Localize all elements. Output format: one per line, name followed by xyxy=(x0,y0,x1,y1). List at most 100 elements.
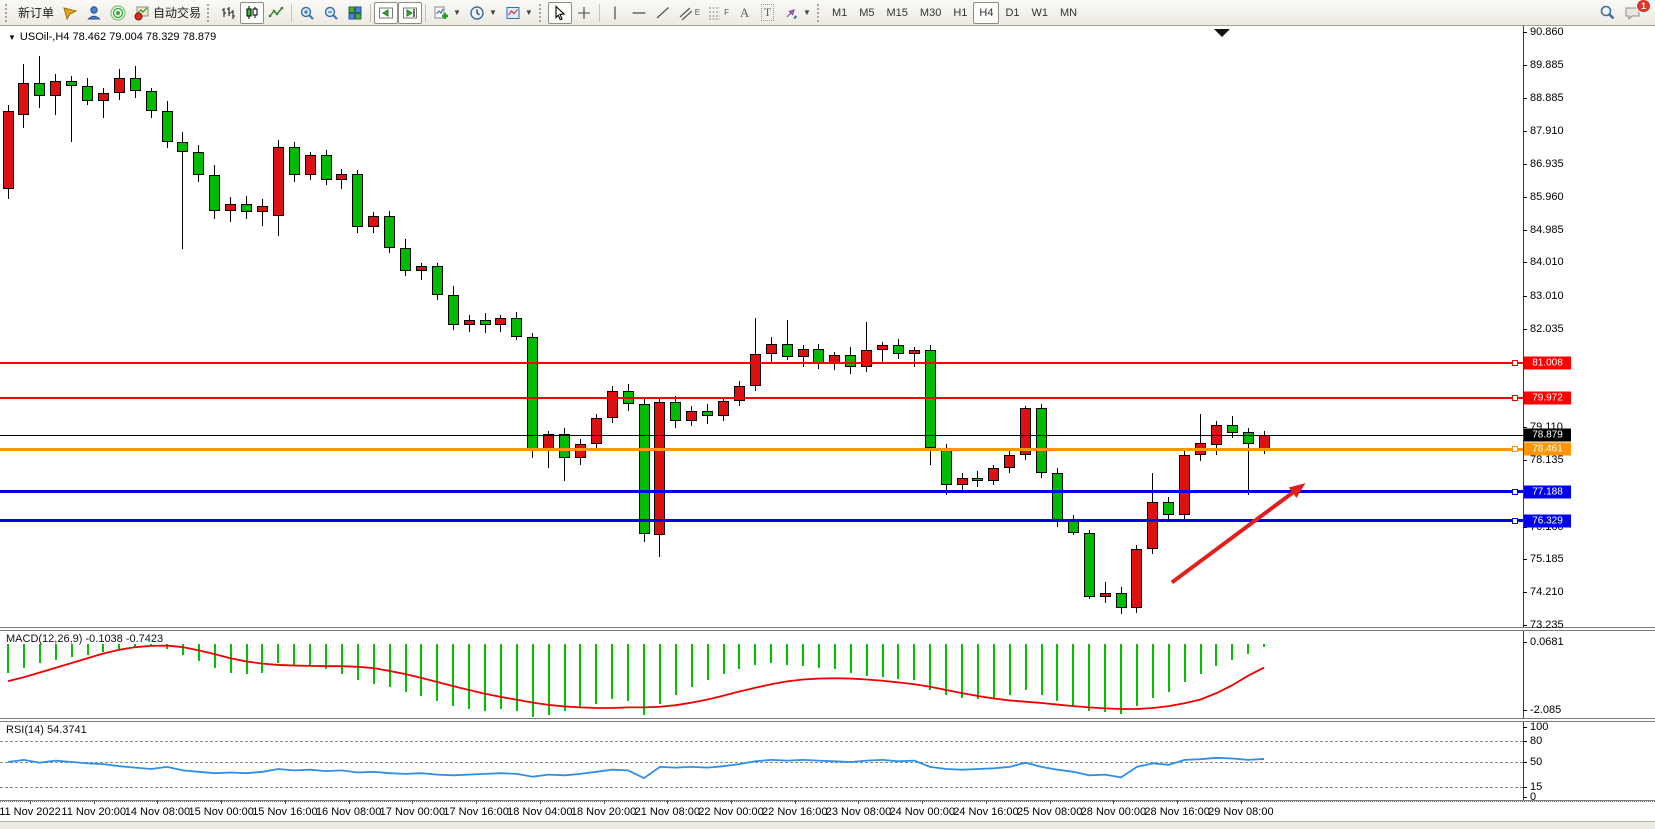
toolbar-grip xyxy=(5,3,10,22)
symbol-dropdown-icon[interactable]: ▼ xyxy=(8,33,16,42)
candle xyxy=(50,81,62,97)
text-label-button[interactable]: T xyxy=(756,2,779,24)
hline-endpoint-marker[interactable] xyxy=(1512,517,1518,524)
rsi-level-line xyxy=(0,786,1523,788)
candle xyxy=(415,266,427,272)
bar-chart-button[interactable] xyxy=(216,2,240,24)
macd-histogram-bar xyxy=(309,644,312,667)
time-axis-grip[interactable] xyxy=(0,801,1655,802)
candle xyxy=(18,82,30,115)
timeframe-button-m30[interactable]: M30 xyxy=(914,2,947,24)
candle xyxy=(1226,425,1238,433)
auto-scroll-icon xyxy=(379,7,394,18)
community-button[interactable] xyxy=(82,2,106,24)
hline-endpoint-marker[interactable] xyxy=(1512,360,1518,367)
hline-endpoint-marker[interactable] xyxy=(1512,395,1518,402)
zoom-out-button[interactable] xyxy=(319,2,343,24)
macd-histogram-bar xyxy=(674,644,677,695)
templates-button[interactable]: ▼ xyxy=(501,2,537,24)
macd-pane[interactable] xyxy=(0,631,1655,718)
time-label: 28 Nov 00:00 xyxy=(1080,806,1147,818)
timeframe-button-h1[interactable]: H1 xyxy=(947,2,973,24)
candle xyxy=(447,294,459,326)
candle xyxy=(1115,592,1127,608)
tile-windows-button[interactable] xyxy=(343,2,367,24)
fibonacci-icon xyxy=(709,7,721,19)
pane-separator[interactable] xyxy=(0,627,1655,631)
vertical-line-button[interactable] xyxy=(603,2,627,24)
macd-histogram-bar xyxy=(643,644,645,716)
timeframe-button-m15[interactable]: M15 xyxy=(881,2,914,24)
fibonacci-button[interactable]: F xyxy=(704,2,733,24)
candle xyxy=(495,318,507,326)
timeframe-button-mn[interactable]: MN xyxy=(1054,2,1083,24)
macd-histogram-bar xyxy=(1056,644,1059,702)
rsi-pane[interactable] xyxy=(0,722,1655,800)
hline-endpoint-marker[interactable] xyxy=(1512,446,1518,453)
timeframe-button-d1[interactable]: D1 xyxy=(999,2,1025,24)
horizontal-line-object[interactable] xyxy=(0,519,1523,523)
rsi-level-line xyxy=(0,741,1523,742)
auto-trading-icon xyxy=(134,6,149,20)
main-chart-pane[interactable] xyxy=(0,26,1655,627)
horizontal-line-button[interactable] xyxy=(627,2,651,24)
chart-shift-button[interactable] xyxy=(398,1,423,24)
arrows-button[interactable]: ▼ xyxy=(779,2,815,24)
horizontal-line-object[interactable] xyxy=(0,362,1523,365)
horizontal-line-object[interactable] xyxy=(0,397,1523,400)
horizontal-line-object[interactable] xyxy=(0,447,1523,451)
macd-histogram-bar xyxy=(961,644,963,698)
search-button[interactable] xyxy=(1595,2,1620,24)
new-order-button[interactable]: 新订单 xyxy=(14,2,58,24)
macd-histogram-bar xyxy=(499,644,502,709)
crosshair-button[interactable] xyxy=(572,2,596,24)
macd-histogram-bar xyxy=(277,644,280,664)
candle xyxy=(400,247,411,272)
text-button[interactable]: A xyxy=(733,2,756,24)
candle xyxy=(320,155,332,181)
macd-histogram-bar xyxy=(86,644,89,656)
candle-wick xyxy=(1200,414,1201,462)
price-tick-label: 87.910 xyxy=(1530,125,1564,138)
price-tick xyxy=(1523,262,1527,264)
channel-icon xyxy=(679,7,692,20)
candle xyxy=(479,320,491,326)
pane-separator[interactable] xyxy=(0,718,1655,722)
price-tick xyxy=(1523,196,1527,198)
time-label: 24 Nov 16:00 xyxy=(953,806,1019,818)
candle-wick xyxy=(102,87,104,119)
candlestick-chart-button[interactable] xyxy=(240,1,265,24)
hline-endpoint-marker[interactable] xyxy=(1512,488,1518,495)
cursor-button[interactable] xyxy=(547,1,572,24)
notifications-button[interactable]: 1 xyxy=(1620,0,1651,24)
timeframe-button-w1[interactable]: W1 xyxy=(1026,2,1055,24)
auto-scroll-button[interactable] xyxy=(374,1,399,24)
candle xyxy=(209,175,221,211)
market-button[interactable] xyxy=(58,2,82,24)
chart-shift-marker[interactable] xyxy=(1214,29,1230,37)
zoom-in-button[interactable] xyxy=(295,2,319,24)
macd-histogram-bar xyxy=(992,644,995,698)
line-chart-button[interactable] xyxy=(264,2,288,24)
toolbar-grip xyxy=(816,3,822,22)
auto-trading-button[interactable]: 自动交易 xyxy=(130,2,205,24)
candle xyxy=(177,141,189,152)
current-price-line[interactable] xyxy=(0,434,1523,436)
new-order-label: 新订单 xyxy=(18,6,55,20)
timeframe-button-m1[interactable]: M1 xyxy=(826,2,853,24)
macd-histogram-bar xyxy=(1120,644,1122,714)
macd-histogram-bar xyxy=(1104,644,1107,713)
macd-histogram-bar xyxy=(197,644,200,662)
timeframe-button-h4[interactable]: H4 xyxy=(973,1,1000,24)
candle xyxy=(1179,454,1191,516)
indicators-button[interactable]: ▼ xyxy=(429,2,465,24)
equidistant-channel-button[interactable]: E xyxy=(675,2,704,24)
time-axis[interactable] xyxy=(0,802,1655,821)
time-tick xyxy=(539,800,541,804)
trendline-button[interactable] xyxy=(651,2,675,24)
macd-histogram-bar xyxy=(658,644,661,705)
horizontal-line-object[interactable] xyxy=(0,490,1523,494)
timeframe-button-m5[interactable]: M5 xyxy=(853,2,880,24)
periods-button[interactable]: ▼ xyxy=(465,2,501,24)
signals-button[interactable] xyxy=(106,2,130,24)
